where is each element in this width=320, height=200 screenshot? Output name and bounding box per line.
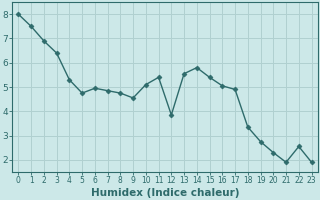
X-axis label: Humidex (Indice chaleur): Humidex (Indice chaleur) <box>91 188 239 198</box>
